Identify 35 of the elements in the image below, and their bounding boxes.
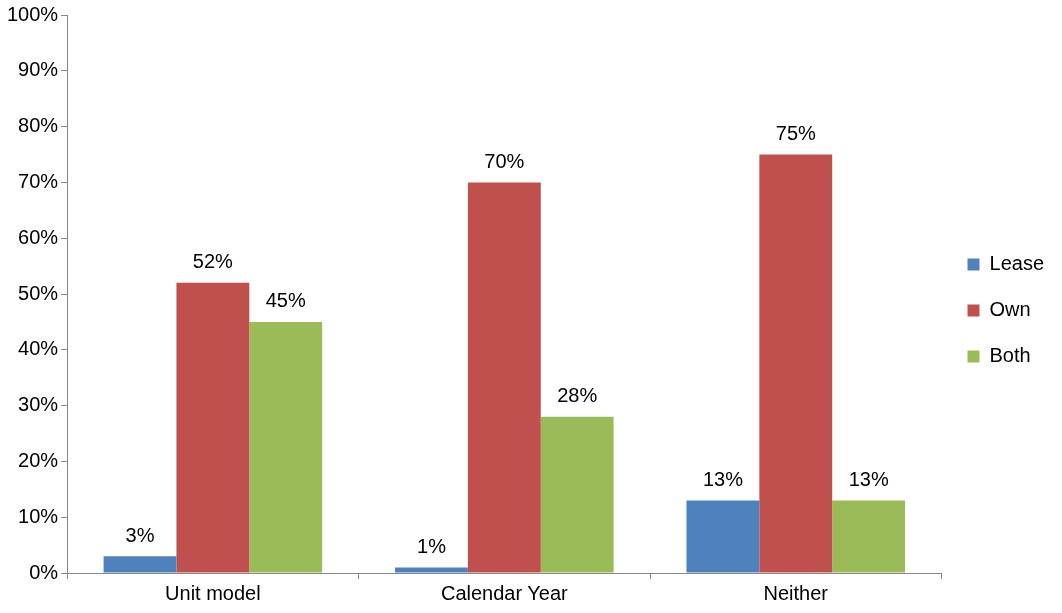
data-label: 1% bbox=[417, 534, 447, 557]
bar bbox=[395, 567, 468, 573]
y-tick-label: 60% bbox=[18, 225, 59, 248]
data-label: 45% bbox=[265, 289, 306, 312]
x-tick-label: Neither bbox=[763, 581, 829, 604]
y-tick-label: 90% bbox=[18, 58, 59, 81]
bar bbox=[540, 416, 614, 573]
y-tick-label: 80% bbox=[18, 114, 59, 137]
x-tick-label: Calendar Year bbox=[440, 581, 569, 604]
data-label: 13% bbox=[848, 467, 889, 490]
x-tick-label: Unit model bbox=[165, 581, 261, 604]
y-tick-label: 30% bbox=[18, 393, 59, 416]
data-label: 75% bbox=[775, 122, 817, 145]
bar bbox=[832, 500, 906, 573]
legend-label: Own bbox=[989, 298, 1031, 321]
bar bbox=[176, 282, 250, 573]
y-tick-label: 100% bbox=[7, 2, 59, 25]
bar bbox=[686, 500, 760, 573]
y-tick-label: 10% bbox=[18, 504, 59, 527]
y-tick-label: 40% bbox=[18, 337, 59, 360]
y-tick-label: 70% bbox=[18, 169, 59, 192]
y-tick-label: 0% bbox=[29, 560, 59, 583]
data-label: 52% bbox=[192, 250, 234, 273]
legend-label: Both bbox=[989, 344, 1031, 367]
bar bbox=[759, 154, 833, 573]
data-label: 70% bbox=[484, 149, 525, 172]
y-tick-label: 50% bbox=[18, 281, 59, 304]
bar bbox=[103, 556, 177, 573]
data-label: 28% bbox=[557, 384, 598, 407]
bar bbox=[467, 182, 541, 573]
bar bbox=[249, 321, 323, 573]
legend-label: Lease bbox=[989, 252, 1045, 275]
data-label: 3% bbox=[125, 523, 155, 546]
y-tick-label: 20% bbox=[18, 448, 59, 471]
data-label: 13% bbox=[702, 467, 744, 490]
